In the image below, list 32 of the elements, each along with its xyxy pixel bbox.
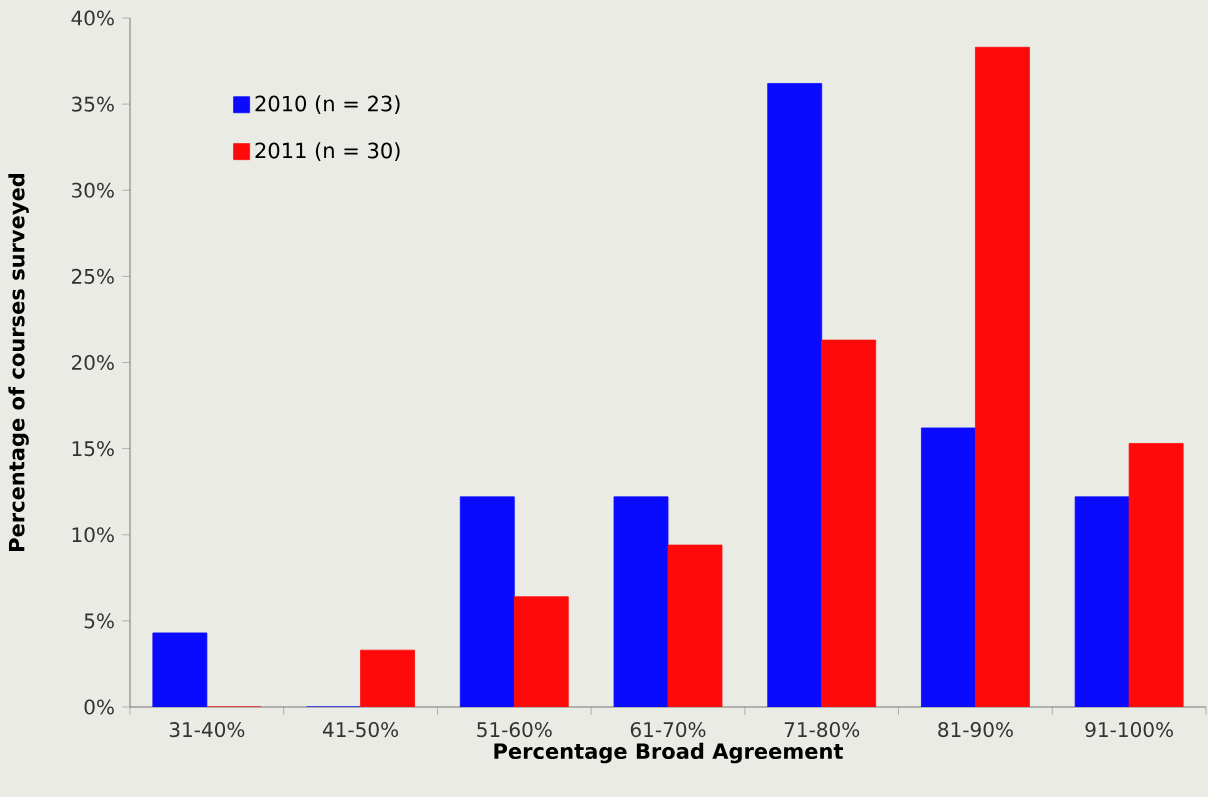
bar	[1128, 443, 1184, 707]
y-tick-label: 15%	[72, 441, 114, 457]
bar	[613, 496, 669, 707]
y-axis-title: Percentage of courses surveyed	[8, 173, 29, 551]
x-tick-label: 41-50%	[322, 722, 399, 738]
x-tick-label: 61-70%	[630, 722, 706, 738]
y-tick-label: 25%	[71, 268, 114, 284]
legend-label: 2011 (n = 30)	[255, 142, 400, 161]
x-tick-label: 71-80%	[784, 722, 860, 738]
y-tick-label: 0%	[84, 699, 114, 715]
bar	[459, 496, 515, 707]
y-tick-label: 20%	[71, 354, 114, 371]
legend-label: 2010 (n = 23)	[255, 95, 400, 114]
bar	[921, 427, 976, 707]
x-tick-label: 91-100%	[1085, 722, 1173, 738]
x-tick-label: 31-40%	[169, 722, 245, 738]
bar	[975, 46, 1030, 707]
y-tick-label: 35%	[72, 96, 114, 112]
x-axis-title: Percentage Broad Agreement	[494, 742, 843, 764]
y-tick-label: 40%	[71, 10, 114, 26]
x-tick-label: 51-60%	[477, 722, 552, 738]
y-tick-label: 30%	[72, 182, 114, 198]
bar	[767, 83, 823, 707]
bar	[513, 596, 569, 707]
bar	[360, 649, 415, 707]
x-tick-label: 81-90%	[938, 722, 1013, 738]
y-tick-label: 10%	[72, 527, 114, 543]
bar	[667, 544, 723, 707]
bar	[1074, 496, 1130, 707]
bar	[821, 339, 877, 707]
y-tick-label: 5%	[84, 613, 114, 629]
bar	[152, 632, 208, 707]
